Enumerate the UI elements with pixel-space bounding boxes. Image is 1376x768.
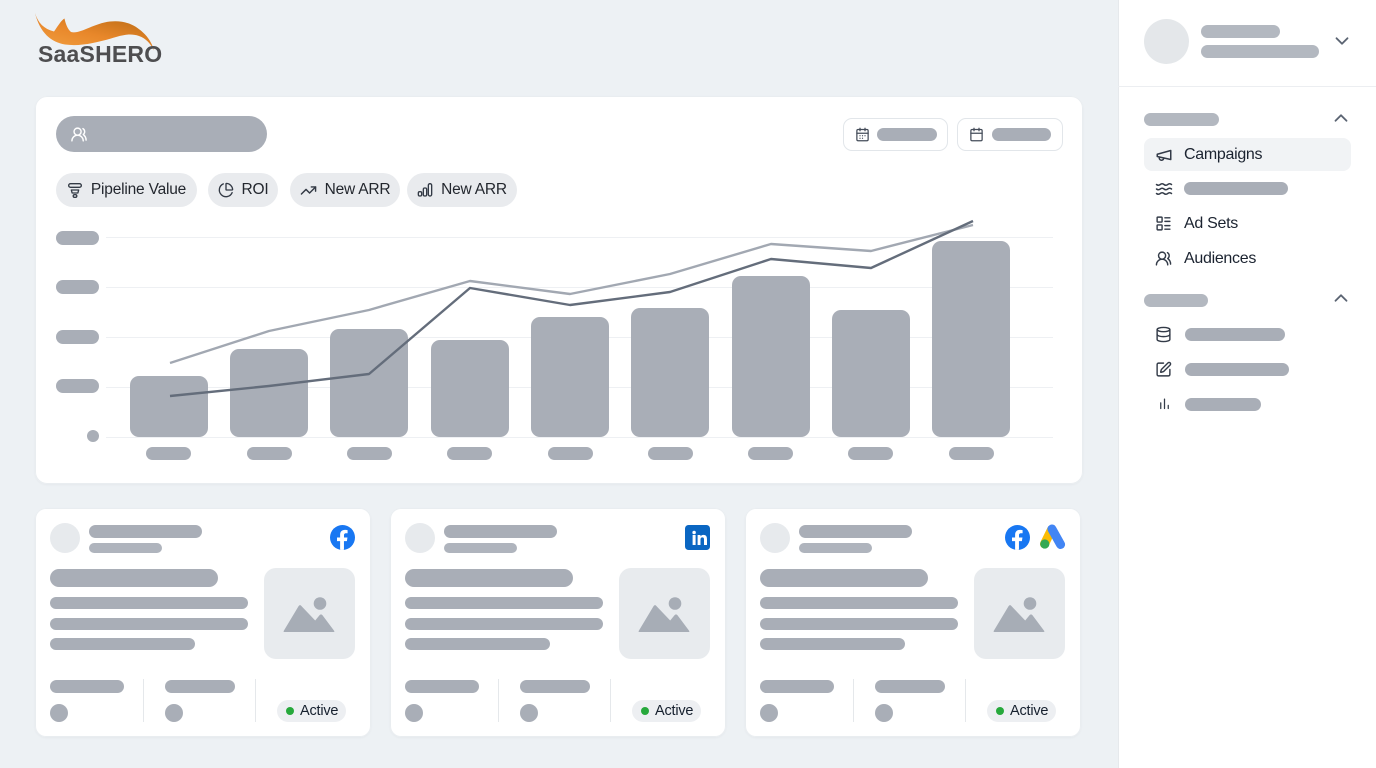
svg-text:SaaSHERO: SaaSHERO <box>38 41 162 67</box>
